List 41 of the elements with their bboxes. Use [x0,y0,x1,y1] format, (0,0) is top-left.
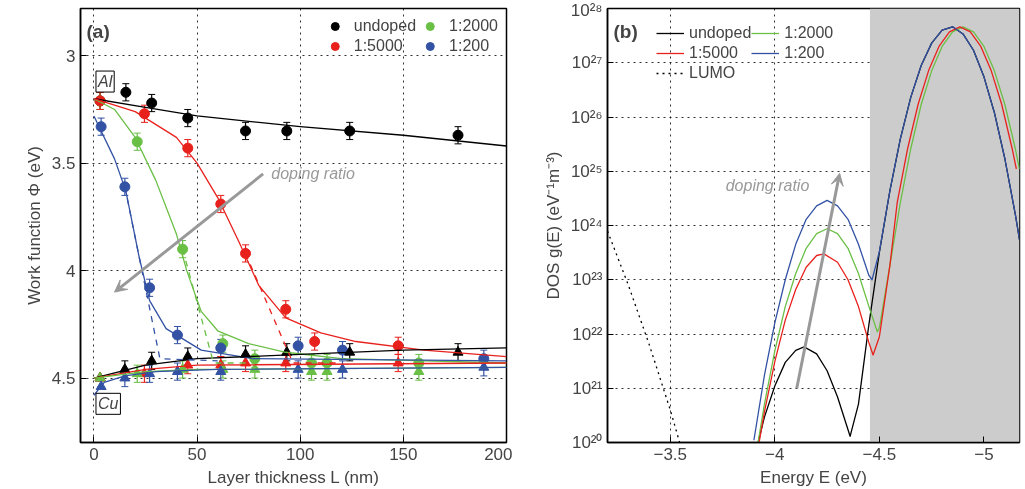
y-tick-label: 10²⁴ [570,216,603,235]
legend-label: 1:5000 [689,44,738,62]
x-tick-label: −3.5 [653,444,688,464]
x-tick-label: 100 [286,444,315,464]
x-tick-label: −5 [974,444,994,464]
x-tick-label: 200 [484,444,513,464]
legend-label: undoped [353,17,417,35]
y-axis-title: Work function Φ (eV) [24,146,44,305]
legend-label: undoped [689,24,752,42]
x-tick-label: 50 [187,444,207,464]
annotation: (b) [613,20,638,42]
annotation: (a) [86,20,110,42]
y-tick-label: 10²² [572,324,603,344]
x-axis-title: Energy E (eV) [760,467,867,487]
legend-label: 1:2000 [449,17,498,35]
y-axis-title: DOS g(E) (eV⁻¹m⁻³) [543,151,563,300]
x-tick-label: −4.5 [862,444,897,464]
annotation: Cu [97,395,119,413]
legend-label: 1:5000 [353,37,403,55]
y-tick-label: 10²⁶ [570,107,603,127]
x-tick-label: 0 [89,444,99,464]
legend-label: LUMO [689,64,736,82]
annotation: Al [96,73,113,91]
legend-label: 1:200 [449,37,490,55]
x-axis-title: Layer thickness L (nm) [207,467,379,487]
y-tick-label: 10²⁵ [570,161,603,181]
legend-label: 1:2000 [784,24,834,42]
y-tick-label: 10²⁰ [571,433,603,452]
y-tick-label: 10²⁷ [571,53,603,73]
y-tick-label: 4 [66,261,76,281]
x-tick-label: 150 [389,444,418,464]
y-tick-label: 3 [66,46,76,66]
annotation: doping ratio [271,165,356,183]
x-tick-label: −4 [765,444,785,464]
y-tick-label: 10²³ [572,270,603,290]
y-tick-label: 4.5 [51,369,76,389]
y-tick-label: 3.5 [51,154,76,174]
legend-label: 1:200 [784,44,825,62]
y-tick-label: 10²¹ [572,378,603,398]
y-tick-label: 10²⁸ [570,0,603,20]
annotation: doping ratio [725,176,810,194]
